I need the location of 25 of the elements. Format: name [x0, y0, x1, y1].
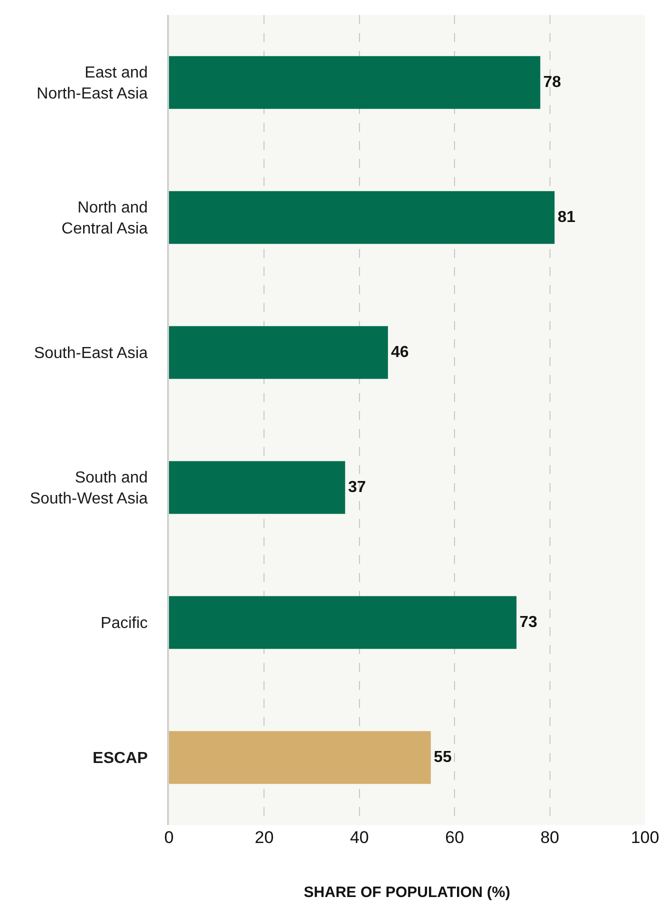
x-tick-label: 80: [540, 828, 560, 847]
x-tick-label: 0: [164, 828, 174, 847]
x-tick-label: 20: [254, 828, 274, 847]
bar: [169, 326, 388, 379]
x-axis-title: SHARE OF POPULATION (%): [304, 884, 510, 901]
bar: [169, 461, 346, 514]
x-tick-label: 40: [350, 828, 369, 847]
data-label: 37: [348, 479, 366, 496]
y-tick-label: South and South-West Asia: [30, 470, 148, 508]
y-tick-label: North and Central Asia: [62, 200, 148, 238]
data-label: 73: [519, 614, 538, 632]
y-tick-label: South-East Asia: [34, 345, 148, 362]
y-tick-label: ESCAP: [92, 750, 148, 768]
data-label: 81: [558, 209, 576, 226]
y-tick-label: Pacific: [100, 615, 148, 632]
bar: [169, 56, 540, 109]
data-label: 55: [434, 749, 452, 766]
x-tick-label: 100: [630, 828, 660, 847]
data-label: 78: [543, 74, 562, 92]
data-label: 46: [390, 344, 409, 361]
bar: [169, 596, 516, 649]
y-tick-label: East and North-East Asia: [36, 64, 148, 102]
x-tick-label: 60: [445, 828, 464, 847]
bar: [169, 191, 555, 244]
bar: [169, 731, 431, 784]
